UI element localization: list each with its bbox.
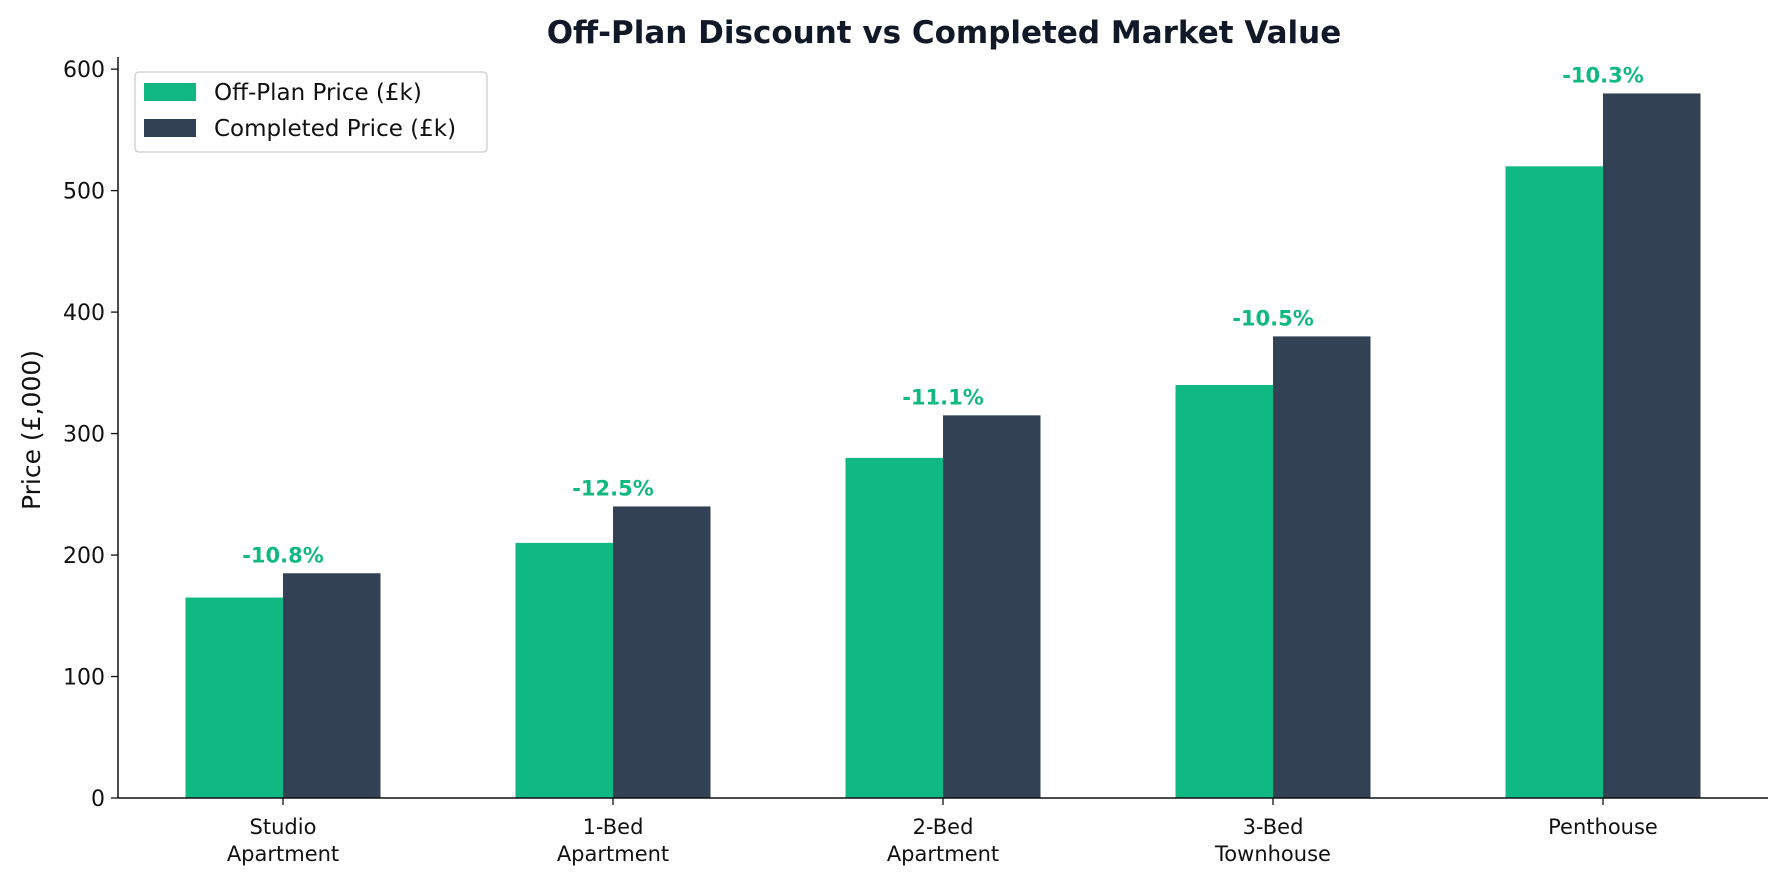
y-tick-label-4: 400 xyxy=(63,301,105,326)
bar-completed-0 xyxy=(283,573,381,798)
x-tick-label-0-1: Apartment xyxy=(227,842,339,866)
discount-label-2: -11.1% xyxy=(902,385,984,409)
x-tick-label-2-1: Apartment xyxy=(887,842,999,866)
y-tick-label-2: 200 xyxy=(63,544,105,569)
plot-area: -10.8% Studio Apartment -12.5% 1-Bed Apartmen… xyxy=(63,57,1768,866)
y-tick-label-5: 500 xyxy=(63,180,105,205)
legend-box xyxy=(134,71,488,153)
x-tick-label-1-0: 1-Bed xyxy=(583,815,644,839)
discount-label-0: -10.8% xyxy=(242,543,324,567)
y-tick-label-1: 100 xyxy=(63,666,105,691)
bar-off-plan-4 xyxy=(1505,166,1603,798)
y-tick-label-6: 600 xyxy=(63,58,105,83)
bar-off-plan-1 xyxy=(515,542,613,798)
bar-completed-1 xyxy=(613,506,711,798)
y-axis-label: Price (£,000) xyxy=(17,350,46,510)
legend-label-completed: Completed Price (£k) xyxy=(214,116,456,142)
x-tick-label-4-0: Penthouse xyxy=(1548,815,1658,839)
bar-completed-2 xyxy=(943,415,1041,798)
x-tick-label-3-0: 3-Bed xyxy=(1243,815,1304,839)
legend-swatch-off-plan xyxy=(144,83,196,101)
discount-label-1: -12.5% xyxy=(572,476,654,500)
y-tick-label-0: 0 xyxy=(91,787,105,812)
chart-title: Off-Plan Discount vs Completed Market Va… xyxy=(547,15,1342,51)
bar-completed-4 xyxy=(1603,93,1701,798)
bar-off-plan-2 xyxy=(845,457,943,798)
x-tick-label-0-0: Studio xyxy=(250,815,317,839)
bar-completed-3 xyxy=(1273,336,1371,798)
x-tick-label-2-0: 2-Bed xyxy=(913,815,974,839)
bar-off-plan-0 xyxy=(185,597,283,798)
y-tick-label-3: 300 xyxy=(63,423,105,448)
legend-swatch-completed xyxy=(144,119,196,137)
discount-label-4: -10.3% xyxy=(1562,63,1644,87)
legend: Off-Plan Price (£k) Completed Price (£k) xyxy=(134,71,488,153)
x-tick-label-1-1: Apartment xyxy=(557,842,669,866)
x-tick-label-3-1: Townhouse xyxy=(1214,842,1331,866)
discount-label-3: -10.5% xyxy=(1232,306,1314,330)
bar-off-plan-3 xyxy=(1175,384,1273,798)
legend-label-off-plan: Off-Plan Price (£k) xyxy=(214,80,422,106)
